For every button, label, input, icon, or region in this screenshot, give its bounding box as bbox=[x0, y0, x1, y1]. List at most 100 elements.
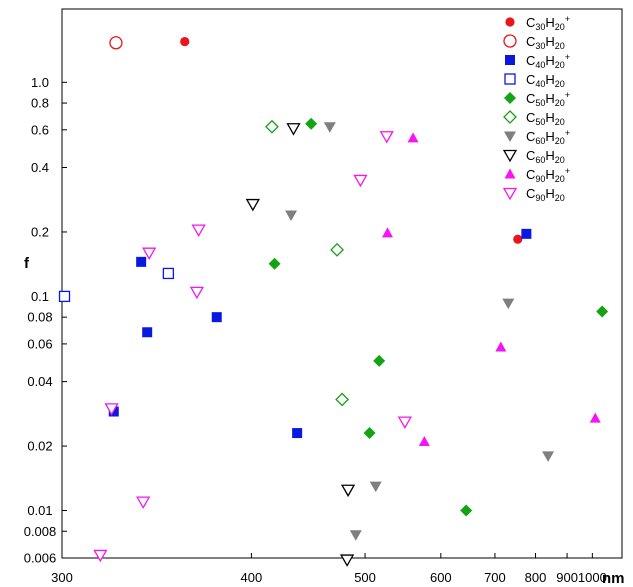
data-point bbox=[191, 224, 206, 237]
legend: C30H20+C30H20C40H20+C40H20C50H20+C50H20C… bbox=[502, 14, 570, 203]
y-tick-label: 1.0 bbox=[31, 75, 49, 90]
y-tick-label: 0.2 bbox=[31, 224, 49, 239]
data-point bbox=[369, 481, 382, 493]
data-point bbox=[502, 298, 515, 310]
legend-entry: C30H20+ bbox=[505, 14, 570, 32]
legend-label: C90H20 bbox=[526, 186, 565, 203]
legend-entry: C50H20+ bbox=[504, 90, 570, 108]
y-tick-label: 0.6 bbox=[31, 122, 49, 137]
data-point bbox=[363, 427, 376, 440]
x-tick-label: 800 bbox=[525, 570, 547, 585]
data-point bbox=[142, 247, 157, 261]
legend-marker bbox=[505, 55, 515, 65]
data-point bbox=[58, 290, 71, 303]
y-tick-label: 0.08 bbox=[27, 310, 52, 325]
data-point bbox=[460, 504, 473, 517]
legend-entry: C40H20 bbox=[504, 72, 565, 89]
x-tick-label: 500 bbox=[354, 570, 376, 585]
x-axis-ticks: 300 400 500 600 700 800 900 1000 bbox=[51, 553, 607, 585]
y-tick-label: 0.4 bbox=[31, 160, 49, 175]
data-point bbox=[596, 305, 609, 318]
y-tick-label: 0.04 bbox=[27, 374, 52, 389]
data-point bbox=[285, 210, 298, 222]
data-point bbox=[245, 198, 260, 212]
legend-marker bbox=[502, 187, 518, 201]
data-point bbox=[379, 131, 394, 144]
legend-label: C60H20 bbox=[526, 148, 565, 165]
legend-marker bbox=[504, 73, 516, 85]
data-point bbox=[589, 412, 601, 423]
data-point bbox=[513, 234, 523, 244]
data-point bbox=[109, 36, 123, 50]
legend-marker bbox=[505, 17, 515, 27]
legend-label: C40H20 bbox=[526, 72, 565, 89]
x-tick-label: 700 bbox=[484, 570, 506, 585]
legend-entry: C30H20 bbox=[503, 34, 565, 51]
data-point bbox=[335, 392, 350, 407]
data-point bbox=[418, 436, 430, 447]
y-tick-label: 0.8 bbox=[31, 96, 49, 111]
legend-marker bbox=[504, 131, 516, 142]
y-tick-label: 0.06 bbox=[27, 336, 52, 351]
x-tick-label: 1000 bbox=[578, 570, 607, 585]
y-tick-label: 0.02 bbox=[27, 439, 52, 454]
legend-entry: C60H20+ bbox=[504, 128, 570, 146]
data-points bbox=[58, 36, 609, 567]
data-point bbox=[189, 286, 205, 300]
data-point bbox=[268, 257, 281, 270]
x-axis-label: nm bbox=[602, 570, 625, 587]
data-point bbox=[542, 451, 555, 462]
data-point bbox=[162, 267, 175, 280]
data-point bbox=[142, 327, 153, 338]
data-point bbox=[292, 428, 303, 439]
y-tick-label: 0.1 bbox=[31, 289, 49, 304]
data-point bbox=[265, 119, 279, 134]
data-point bbox=[495, 341, 507, 352]
x-tick-label: 600 bbox=[430, 570, 452, 585]
data-point bbox=[330, 242, 344, 257]
data-point bbox=[353, 174, 368, 188]
legend-entry: C40H20+ bbox=[505, 52, 570, 70]
data-point bbox=[104, 403, 119, 416]
legend-entry: C90H20 bbox=[502, 186, 565, 203]
data-point bbox=[136, 256, 147, 267]
data-point bbox=[407, 132, 419, 143]
legend-marker bbox=[503, 34, 517, 48]
data-point bbox=[180, 36, 190, 47]
data-point bbox=[323, 122, 336, 133]
x-tick-label: 900 bbox=[556, 570, 578, 585]
legend-marker bbox=[504, 168, 516, 179]
legend-label: C90H20+ bbox=[526, 166, 570, 184]
legend-label: C30H20 bbox=[526, 34, 565, 51]
legend-marker bbox=[503, 110, 517, 124]
data-point bbox=[397, 416, 412, 429]
x-tick-label: 400 bbox=[241, 570, 263, 585]
legend-marker bbox=[502, 149, 518, 163]
legend-label: C60H20+ bbox=[526, 128, 570, 146]
data-point bbox=[349, 530, 362, 541]
legend-marker bbox=[504, 92, 516, 104]
y-axis-ticks: 0.006 0.008 0.01 0.02 0.04 0.06 0.08 0.1 0.2 0.4 0… bbox=[24, 75, 67, 566]
y-tick-label: 0.006 bbox=[24, 551, 57, 566]
legend-label: C30H20+ bbox=[526, 14, 570, 32]
legend-entry: C90H20+ bbox=[504, 166, 570, 184]
y-tick-label: 0.008 bbox=[24, 524, 57, 539]
data-point bbox=[136, 496, 151, 509]
x-tick-label: 300 bbox=[51, 570, 73, 585]
data-point bbox=[286, 123, 301, 136]
data-point bbox=[339, 554, 355, 567]
data-point bbox=[93, 549, 108, 563]
legend-label: C50H20+ bbox=[526, 90, 570, 108]
data-point bbox=[305, 117, 318, 130]
plot-area bbox=[61, 8, 623, 559]
data-point bbox=[340, 484, 356, 498]
data-point bbox=[373, 354, 386, 367]
y-tick-label: 0.01 bbox=[27, 503, 52, 518]
y-axis-label: f bbox=[24, 255, 30, 272]
legend-entry: C50H20 bbox=[503, 110, 565, 127]
legend-entry: C60H20 bbox=[502, 148, 565, 165]
data-point bbox=[211, 312, 222, 323]
legend-label: C50H20 bbox=[526, 110, 565, 127]
data-point bbox=[382, 227, 394, 238]
